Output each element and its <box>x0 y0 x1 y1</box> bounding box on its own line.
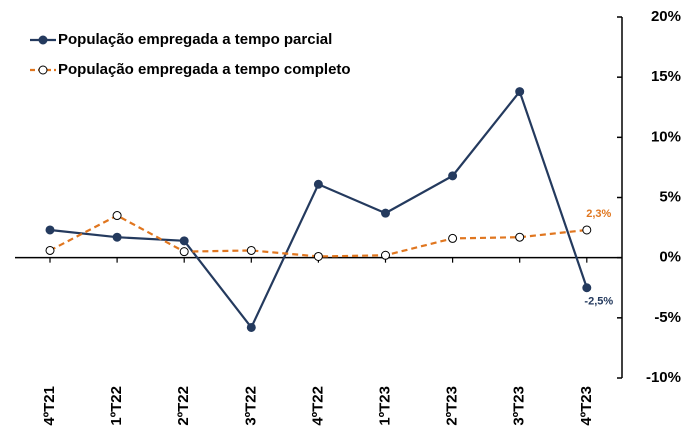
point <box>45 245 55 255</box>
x-tick-label: 4ºT21 <box>41 386 58 426</box>
point <box>179 236 189 246</box>
data-label: 2,3% <box>586 208 611 220</box>
y-tick-label: 10% <box>651 128 681 145</box>
x-tick-label: 4ºT23 <box>578 386 595 426</box>
legend-marker <box>38 35 48 45</box>
point <box>179 247 189 257</box>
point <box>313 251 323 261</box>
legend-label: População empregada a tempo completo <box>58 61 351 78</box>
point <box>246 322 256 332</box>
x-tick-label: 1ºT22 <box>108 386 125 426</box>
point <box>112 232 122 242</box>
y-tick-label: -5% <box>654 309 681 326</box>
x-tick-label: 2ºT22 <box>175 386 192 426</box>
point <box>381 208 390 218</box>
point <box>515 232 525 242</box>
y-tick-label: -10% <box>646 369 681 386</box>
data-label: -2,5% <box>584 296 613 308</box>
point <box>582 283 592 293</box>
point <box>381 250 390 260</box>
point <box>112 211 122 221</box>
x-tick-label: 3ºT22 <box>242 386 259 426</box>
point <box>448 171 458 181</box>
point <box>313 179 323 189</box>
legend-label: População empregada a tempo parcial <box>58 31 332 48</box>
x-tick-label: 3ºT23 <box>511 386 528 426</box>
x-tick-label: 1ºT23 <box>376 386 393 426</box>
legend-marker <box>38 65 48 75</box>
y-tick-label: 5% <box>659 188 681 205</box>
point <box>582 225 592 235</box>
point <box>448 233 458 243</box>
point <box>45 225 55 235</box>
x-tick-label: 4ºT22 <box>309 386 326 426</box>
series-line <box>49 89 588 330</box>
y-tick-label: 0% <box>659 249 681 266</box>
point <box>246 245 256 255</box>
y-tick-label: 20% <box>651 8 681 25</box>
point <box>515 87 525 97</box>
series-line <box>49 214 587 258</box>
y-tick-label: 15% <box>651 68 681 85</box>
x-tick-label: 2ºT23 <box>444 386 461 426</box>
